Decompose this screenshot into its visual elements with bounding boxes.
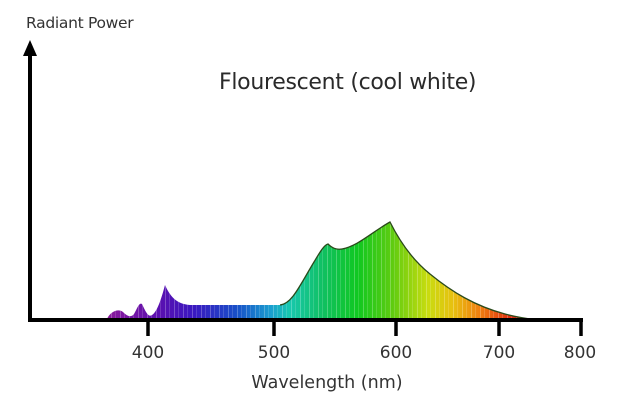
x-tick-500: 500 — [257, 343, 291, 363]
y-axis-label: Radiant Power — [26, 14, 134, 32]
arrow-up-icon — [23, 40, 37, 56]
x-tick-700: 700 — [482, 343, 516, 363]
y-axis — [23, 40, 37, 322]
spectrum-area — [107, 221, 539, 321]
x-tick-800: 800 — [563, 343, 597, 363]
x-axis-label: Wavelength (nm) — [251, 373, 403, 393]
x-tick-400: 400 — [131, 343, 165, 363]
chart-title: Flourescent (cool white) — [219, 70, 477, 95]
x-tick-600: 600 — [379, 343, 413, 363]
x-axis — [28, 318, 583, 336]
